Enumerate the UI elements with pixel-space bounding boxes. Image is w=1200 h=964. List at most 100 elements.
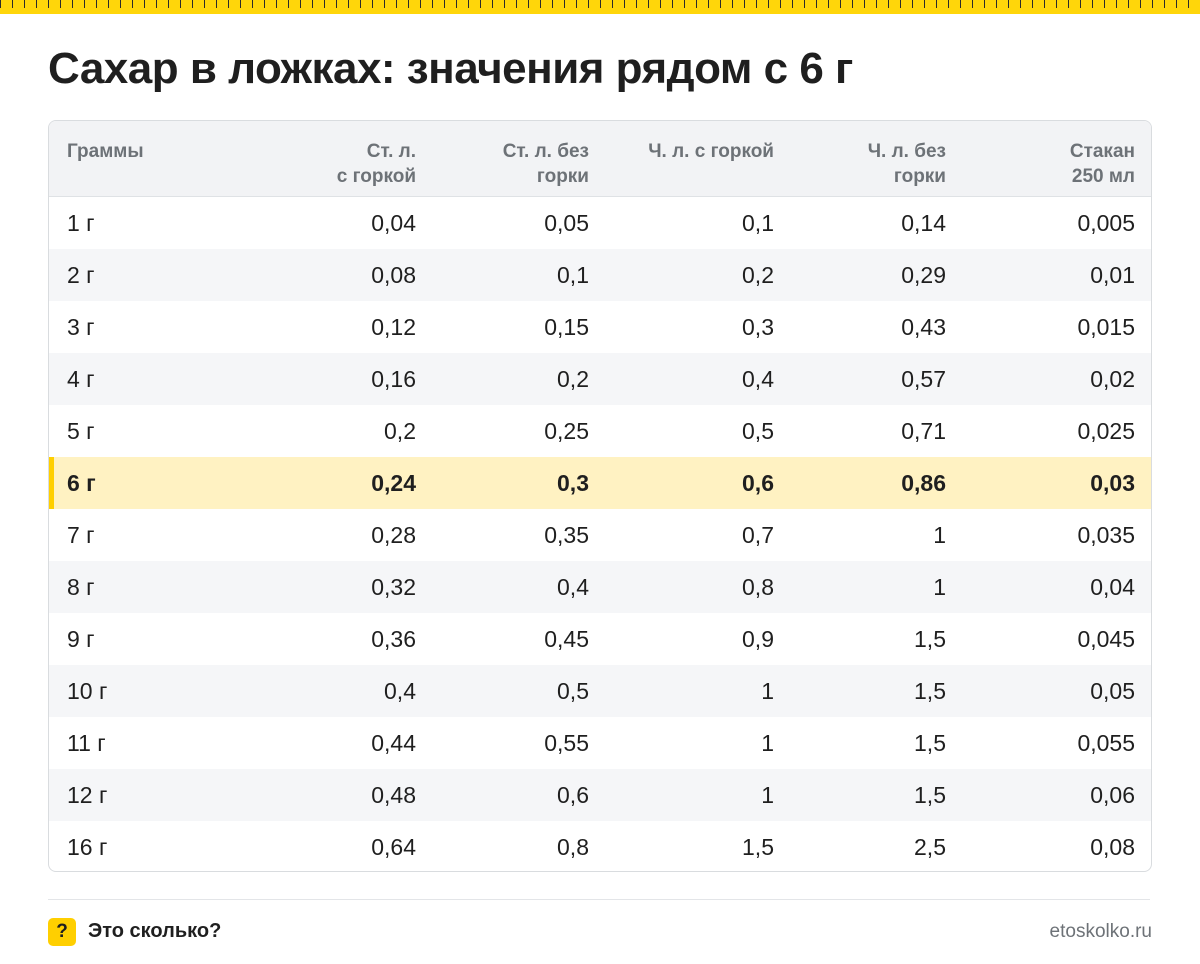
- table-cell: 0,05: [1090, 677, 1135, 704]
- table-cell: 0,29: [901, 261, 946, 288]
- table-cell: 0,57: [901, 365, 946, 392]
- column-header-3: Ч. л. с горкой: [589, 121, 774, 164]
- brand-name: Это сколько?: [88, 920, 222, 942]
- table-cell: 0,5: [557, 677, 589, 704]
- table-cell: 0,8: [557, 833, 589, 860]
- column-header-5: Стакан 250 мл: [946, 121, 1135, 189]
- table-cell: 3 г: [67, 313, 95, 340]
- site-link[interactable]: etoskolko.ru: [1049, 921, 1152, 942]
- table-row: 1 г 0,04 0,05 0,1 0,14 0,005: [49, 197, 1151, 249]
- table-cell: 2,5: [914, 833, 946, 860]
- table-cell: 0,48: [371, 781, 416, 808]
- table-cell: 0,45: [544, 625, 589, 652]
- table-row: 4 г 0,16 0,2 0,4 0,57 0,02: [49, 353, 1151, 405]
- table-cell: 0,64: [371, 833, 416, 860]
- column-header-line: Ст. л.: [366, 141, 416, 162]
- table-cell: 0,6: [742, 469, 774, 496]
- table-cell: 0,16: [371, 365, 416, 392]
- column-header-2: Ст. л. без горки: [416, 121, 589, 189]
- table-cell: 0,4: [742, 365, 774, 392]
- table-cell: 1,5: [914, 625, 946, 652]
- column-header-line: Ч. л. с горкой: [648, 141, 774, 162]
- table-cell: 0,1: [557, 261, 589, 288]
- column-header-4: Ч. л. без горки: [774, 121, 946, 189]
- column-header-1: Ст. л. с горкой: [239, 121, 416, 189]
- table-cell: 0,24: [371, 469, 416, 496]
- table-cell: 2 г: [67, 261, 95, 288]
- table-cell: 0,6: [557, 781, 589, 808]
- table-row-highlighted: 6 г 0,24 0,3 0,6 0,86 0,03: [49, 457, 1151, 509]
- table-cell: 1,5: [914, 729, 946, 756]
- table-cell: 0,8: [742, 573, 774, 600]
- table-cell: 0,2: [557, 365, 589, 392]
- table-cell: 8 г: [67, 573, 95, 600]
- page-title: Сахар в ложках: значения рядом с 6 г: [48, 44, 853, 93]
- table-cell: 0,03: [1090, 469, 1135, 496]
- table-row: 9 г 0,36 0,45 0,9 1,5 0,045: [49, 613, 1151, 665]
- table-cell: 6 г: [67, 469, 96, 496]
- table-cell: 10 г: [67, 677, 108, 704]
- table-cell: 0,04: [371, 209, 416, 236]
- table-cell: 0,5: [742, 417, 774, 444]
- table-cell: 0,08: [371, 261, 416, 288]
- table-cell: 0,7: [742, 521, 774, 548]
- table-cell: 0,15: [544, 313, 589, 340]
- table-cell: 0,01: [1090, 261, 1135, 288]
- table-row: 11 г 0,44 0,55 1 1,5 0,055: [49, 717, 1151, 769]
- table-cell: 0,43: [901, 313, 946, 340]
- table-cell: 0,1: [742, 209, 774, 236]
- table-cell: 0,55: [544, 729, 589, 756]
- column-header-line: с горкой: [336, 166, 416, 187]
- table-cell: 0,12: [371, 313, 416, 340]
- column-header-line: 250 мл: [1071, 166, 1135, 187]
- table-cell: 1: [933, 573, 946, 600]
- table-cell: 1: [761, 729, 774, 756]
- table-cell: 4 г: [67, 365, 95, 392]
- table-cell: 0,05: [544, 209, 589, 236]
- table-header: Граммы Ст. л. с горкой Ст. л. без горки Ч. л.…: [49, 121, 1151, 197]
- table-row: 12 г 0,48 0,6 1 1,5 0,06: [49, 769, 1151, 821]
- table-cell: 0,005: [1077, 209, 1135, 236]
- table-cell: 0,025: [1077, 417, 1135, 444]
- table-cell: 0,045: [1077, 625, 1135, 652]
- table-cell: 16 г: [67, 833, 108, 860]
- column-header-line: Стакан: [1069, 141, 1135, 162]
- table-cell: 0,14: [901, 209, 946, 236]
- table-cell: 0,2: [384, 417, 416, 444]
- table-cell: 0,035: [1077, 521, 1135, 548]
- table-cell: 0,32: [371, 573, 416, 600]
- table-cell: 0,08: [1090, 833, 1135, 860]
- table-cell: 5 г: [67, 417, 95, 444]
- table-cell: 1: [761, 677, 774, 704]
- table-cell: 0,02: [1090, 365, 1135, 392]
- table-cell: 0,86: [901, 469, 946, 496]
- table-cell: 0,28: [371, 521, 416, 548]
- table-cell: 0,71: [901, 417, 946, 444]
- table-row: 5 г 0,2 0,25 0,5 0,71 0,025: [49, 405, 1151, 457]
- table-cell: 0,06: [1090, 781, 1135, 808]
- ruler-strip: [0, 0, 1200, 14]
- table-cell: 11 г: [67, 729, 106, 756]
- table-cell: 1,5: [914, 677, 946, 704]
- question-icon: ?: [48, 918, 76, 946]
- table-cell: 0,25: [544, 417, 589, 444]
- table-cell: 0,9: [742, 625, 774, 652]
- table-body: 1 г 0,04 0,05 0,1 0,14 0,005 2 г 0,08 0,1 0,2 0,29…: [49, 197, 1151, 871]
- table-cell: 1 г: [67, 209, 95, 236]
- table-cell: 0,4: [557, 573, 589, 600]
- table-row: 10 г 0,4 0,5 1 1,5 0,05: [49, 665, 1151, 717]
- table-cell: 1,5: [742, 833, 774, 860]
- table-cell: 0,4: [384, 677, 416, 704]
- table-cell: 7 г: [67, 521, 95, 548]
- table-cell: 9 г: [67, 625, 95, 652]
- table-cell: 0,015: [1077, 313, 1135, 340]
- table-cell: 0,04: [1090, 573, 1135, 600]
- table-cell: 1,5: [914, 781, 946, 808]
- table-cell: 1: [761, 781, 774, 808]
- table-cell: 0,35: [544, 521, 589, 548]
- table-cell: 0,055: [1077, 729, 1135, 756]
- table-cell: 0,36: [371, 625, 416, 652]
- column-header-line: Ст. л. без: [502, 141, 589, 162]
- table-row: 16 г 0,64 0,8 1,5 2,5 0,08: [49, 821, 1151, 871]
- footer-divider: [48, 899, 1150, 900]
